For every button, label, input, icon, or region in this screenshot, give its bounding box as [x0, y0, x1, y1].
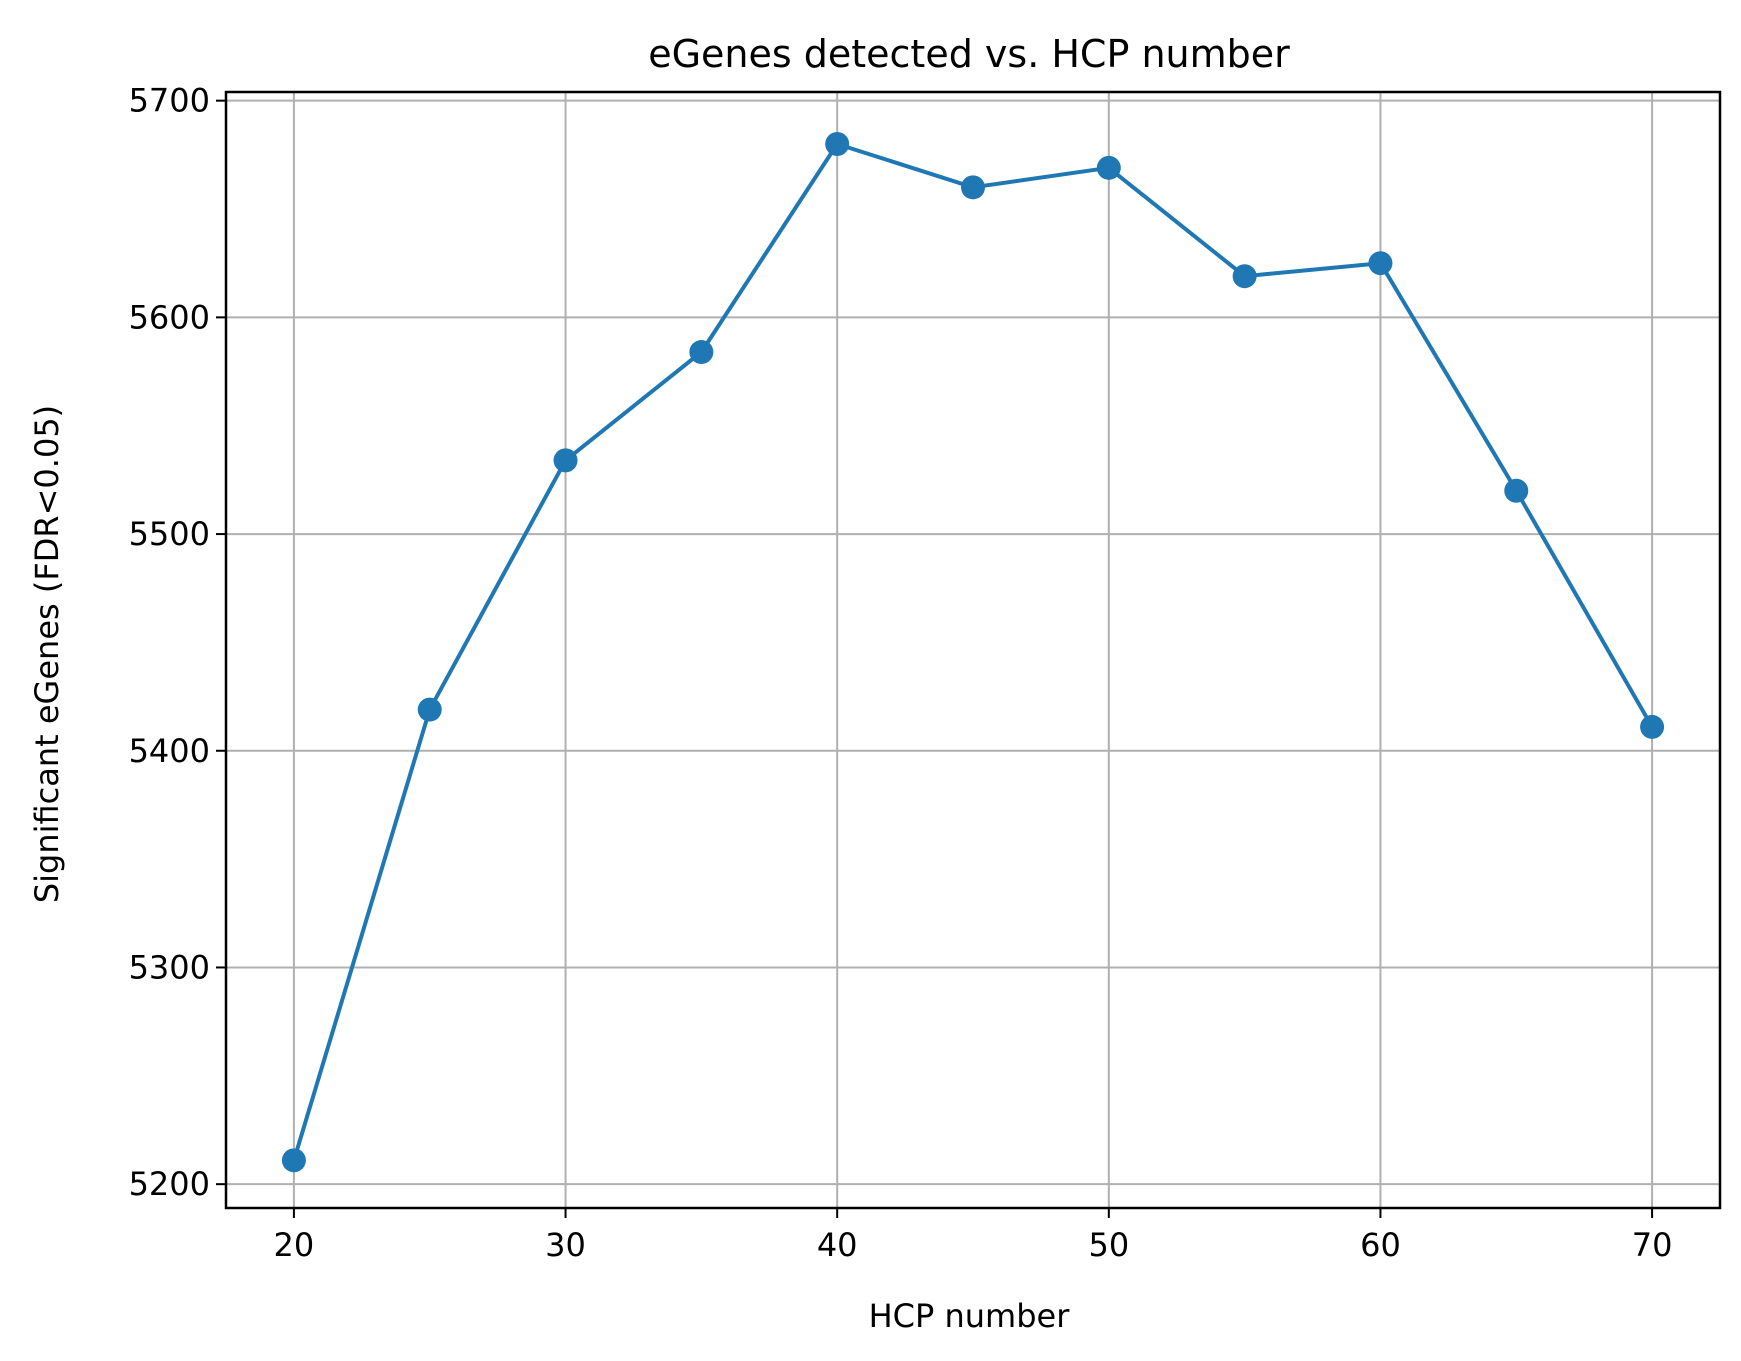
y-tick-label: 5300: [129, 948, 210, 986]
data-point: [689, 340, 714, 365]
y-tick-label: 5200: [129, 1165, 210, 1203]
data-points: [281, 132, 1665, 1173]
x-tick-label: 40: [817, 1226, 858, 1264]
data-point: [1368, 251, 1393, 276]
data-point: [1504, 478, 1529, 503]
y-tick-label: 5500: [129, 515, 210, 553]
x-tick-label: 70: [1632, 1226, 1673, 1264]
data-point: [417, 697, 442, 722]
x-tick-label: 50: [1088, 1226, 1129, 1264]
data-point: [1232, 264, 1257, 289]
x-tick-label: 20: [274, 1226, 315, 1264]
series-line-layer: [291, 142, 1654, 1161]
x-tick-label: 30: [545, 1226, 586, 1264]
y-axis-label: Significant eGenes (FDR<0.05): [28, 405, 66, 903]
y-tick-label: 5600: [129, 298, 210, 336]
x-axis-label: HCP number: [869, 1297, 1071, 1335]
y-axis-ticks: 5200 5300 5400 5500 5600 5700: [129, 82, 226, 1203]
y-tick-label: 5400: [129, 732, 210, 770]
data-point: [553, 448, 578, 473]
grid: [226, 92, 1720, 1208]
data-point: [825, 132, 850, 157]
x-tick-label: 60: [1360, 1226, 1401, 1264]
data-point: [281, 1148, 306, 1173]
x-axis-ticks: 20 30 40 50 60 70: [274, 1208, 1673, 1264]
chart-title: eGenes detected vs. HCP number: [648, 32, 1290, 76]
plot-area-frame: [224, 90, 1722, 1210]
y-tick-label: 5700: [129, 82, 210, 120]
data-point: [1640, 714, 1665, 739]
series-line: [291, 142, 1654, 1161]
data-point: [1096, 155, 1121, 180]
data-point: [961, 175, 985, 200]
